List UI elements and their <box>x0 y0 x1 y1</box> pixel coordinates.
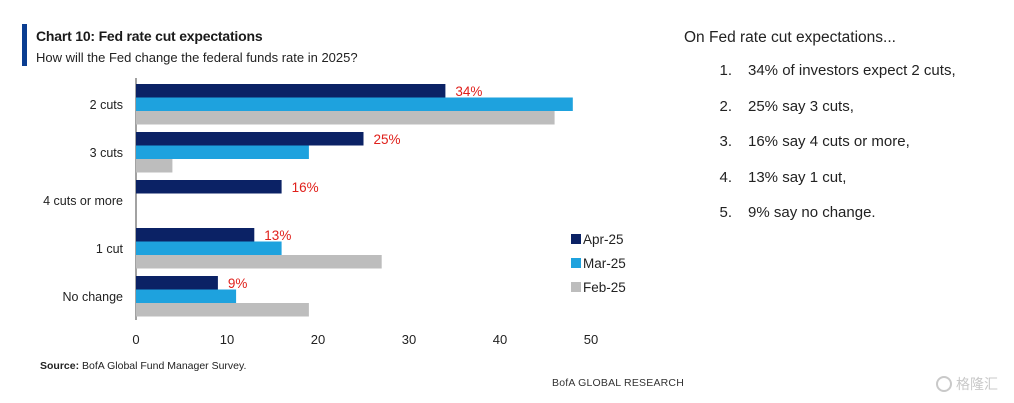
legend-label: Feb-25 <box>583 280 626 295</box>
legend-swatch <box>571 258 581 268</box>
bar <box>136 132 364 146</box>
legend-label: Mar-25 <box>583 256 626 271</box>
bar <box>136 276 218 290</box>
bar <box>136 180 282 194</box>
y-tick-label: No change <box>63 290 124 304</box>
bar <box>136 289 237 303</box>
x-tick-label: 10 <box>220 332 234 347</box>
chart-subtitle: How will the Fed change the federal fund… <box>36 50 358 65</box>
bar <box>136 84 446 98</box>
data-label: 34% <box>455 84 482 99</box>
notes-heading: On Fed rate cut expectations... <box>684 29 896 46</box>
notes-panel: On Fed rate cut expectations... 1. 34% of… <box>684 29 1004 240</box>
y-tick-label: 2 cuts <box>90 98 123 112</box>
notes-item: 3. 16% say 4 cuts or more, <box>719 133 910 150</box>
watermark-logo-icon <box>936 376 952 392</box>
x-tick-label: 40 <box>493 332 507 347</box>
data-label: 16% <box>292 180 319 195</box>
notes-item: 1. 34% of investors expect 2 cuts, <box>719 62 956 79</box>
bar-chart: 2 cuts 3 cuts 4 cuts or more 1 cut No change… <box>43 78 626 347</box>
legend-label: Apr-25 <box>583 232 624 247</box>
watermark: 格隆汇 <box>936 374 998 394</box>
notes-list: 1. 34% of investors expect 2 cuts, 2. 25% … <box>684 62 1004 240</box>
title-accent-bar <box>22 24 27 66</box>
source-note: Source: BofA Global Fund Manager Survey. <box>40 360 247 372</box>
bar <box>136 159 173 173</box>
bar <box>136 255 382 269</box>
chart-title: Chart 10: Fed rate cut expectations <box>36 28 263 44</box>
bar <box>136 145 309 159</box>
bar <box>136 228 255 242</box>
x-tick-label: 30 <box>402 332 416 347</box>
data-label: 25% <box>374 132 401 147</box>
brand-label: BofA GLOBAL RESEARCH <box>552 377 684 389</box>
y-tick-label: 1 cut <box>96 242 124 256</box>
x-tick-label: 0 <box>132 332 139 347</box>
legend-swatch <box>571 234 581 244</box>
x-tick-label: 20 <box>311 332 325 347</box>
notes-item: 4. 13% say 1 cut, <box>719 168 847 186</box>
data-label: 9% <box>228 276 248 291</box>
notes-item: 2. 25% say 3 cuts, <box>719 97 854 115</box>
y-tick-label: 3 cuts <box>90 146 123 160</box>
bar <box>136 241 282 255</box>
data-label: 13% <box>264 228 291 243</box>
bar <box>136 97 573 111</box>
watermark-text: 格隆汇 <box>956 376 998 392</box>
legend-swatch <box>571 282 581 292</box>
x-tick-label: 50 <box>584 332 598 347</box>
bar <box>136 303 309 317</box>
bar <box>136 111 555 125</box>
y-tick-label: 4 cuts or more <box>43 194 123 208</box>
notes-item: 5. 9% say no change. <box>719 204 876 221</box>
